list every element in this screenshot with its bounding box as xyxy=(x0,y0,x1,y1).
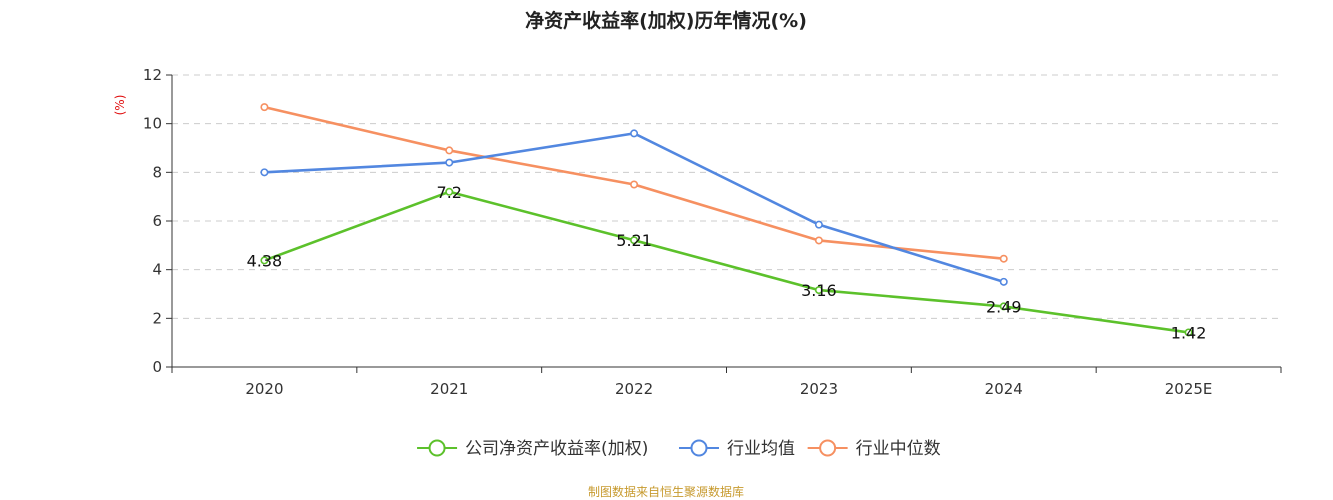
y-tick-label: 4 xyxy=(152,261,162,279)
grid-lines xyxy=(172,74,1281,319)
series-line xyxy=(264,132,1005,284)
y-axis-unit-label: (%) xyxy=(113,95,127,116)
y-tick-label: 10 xyxy=(143,115,162,133)
data-label: 5.21 xyxy=(616,231,652,250)
source-note: 制图数据来自恒生聚源数据库 xyxy=(588,484,744,499)
x-tick-label: 2024 xyxy=(985,380,1023,398)
legend-item-2[interactable]: 行业中位数 xyxy=(807,439,941,459)
data-label: 2.49 xyxy=(986,297,1022,316)
x-tick-label: 2022 xyxy=(615,380,653,398)
data-point[interactable] xyxy=(1184,328,1193,337)
legend-circle-icon xyxy=(690,439,708,457)
y-tick-label: 8 xyxy=(152,163,162,181)
data-point[interactable] xyxy=(814,286,823,295)
data-point[interactable] xyxy=(814,236,823,245)
data-point[interactable] xyxy=(445,146,454,155)
series-0 xyxy=(260,187,1193,337)
data-label: 3.16 xyxy=(801,281,837,300)
legend-label: 公司净资产收益率(加权) xyxy=(465,439,648,459)
data-point[interactable] xyxy=(999,277,1008,286)
series-line xyxy=(263,190,1189,334)
data-point[interactable] xyxy=(999,302,1008,311)
legend-circle-icon xyxy=(428,439,446,457)
data-label: 7.2 xyxy=(437,183,462,202)
data-point[interactable] xyxy=(630,236,639,245)
data-labels: 4.38 7.2 5.21 3.16 2.49 1.42 xyxy=(247,183,1207,343)
x-tick-label: 2025E xyxy=(1165,380,1213,398)
data-label: 4.38 xyxy=(247,251,283,270)
data-point[interactable] xyxy=(630,180,639,189)
series-1 xyxy=(260,129,1008,286)
series xyxy=(260,103,1193,337)
data-point[interactable] xyxy=(814,220,823,229)
data-point[interactable] xyxy=(999,254,1008,263)
data-point[interactable] xyxy=(260,103,269,112)
series-2 xyxy=(260,103,1008,263)
data-point[interactable] xyxy=(445,187,454,196)
data-label: 1.42 xyxy=(1171,323,1207,342)
x-tick-label: 2023 xyxy=(800,380,838,398)
data-point[interactable] xyxy=(260,168,269,177)
y-tick-label: 6 xyxy=(152,212,162,230)
legend-circle-icon xyxy=(819,439,837,457)
chart-title: 净资产收益率(加权)历年情况(%) xyxy=(525,9,807,32)
legend-item-1[interactable]: 行业均值 xyxy=(678,439,795,459)
data-point[interactable] xyxy=(630,129,639,138)
y-tick-label: 2 xyxy=(152,309,162,327)
y-tick-label: 12 xyxy=(143,66,162,84)
axes: 0 2 4 6 8 10 12 2020 2021 2022 2023 2024 2025E xyxy=(143,66,1282,398)
x-tick-label: 2020 xyxy=(245,380,283,398)
y-tick-label: 0 xyxy=(152,358,162,376)
legend-item-0[interactable]: 公司净资产收益率(加权) xyxy=(417,439,648,459)
legend-label: 行业均值 xyxy=(727,439,795,459)
x-tick-label: 2021 xyxy=(430,380,468,398)
data-point[interactable] xyxy=(445,158,454,167)
legend-label: 行业中位数 xyxy=(856,439,941,459)
data-point[interactable] xyxy=(260,256,269,265)
legend[interactable]: 公司净资产收益率(加权) 行业均值 行业中位数 xyxy=(417,439,941,459)
